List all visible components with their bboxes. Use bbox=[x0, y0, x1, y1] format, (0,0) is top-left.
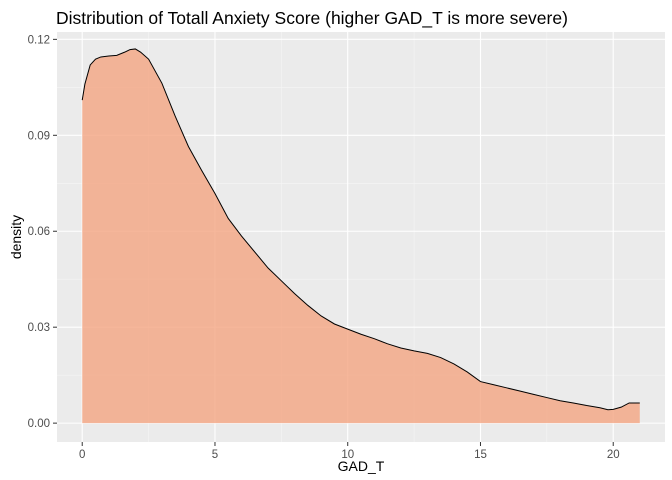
x-axis-title: GAD_T bbox=[338, 458, 385, 474]
x-tick-label: 20 bbox=[607, 449, 620, 461]
y-tick-label: 0.00 bbox=[28, 418, 50, 430]
x-axis-ticks: 0 5 10 15 20 bbox=[79, 442, 620, 461]
y-tick-label: 0.09 bbox=[28, 130, 50, 142]
x-tick-label: 10 bbox=[341, 449, 354, 461]
chart-title: Distribution of Totall Anxiety Score (hi… bbox=[56, 8, 568, 29]
x-tick-label: 15 bbox=[474, 449, 487, 461]
y-axis-ticks: 0.00 0.03 0.06 0.09 0.12 bbox=[28, 34, 57, 430]
y-tick-label: 0.03 bbox=[28, 322, 50, 334]
y-axis-title: density bbox=[8, 215, 24, 259]
x-tick-label: 5 bbox=[212, 449, 218, 461]
density-area-fill bbox=[82, 48, 640, 424]
y-tick-label: 0.06 bbox=[28, 226, 50, 238]
density-curve-line bbox=[81, 48, 640, 411]
x-tick-label: 0 bbox=[79, 449, 85, 461]
y-tick-label: 0.12 bbox=[28, 34, 50, 46]
